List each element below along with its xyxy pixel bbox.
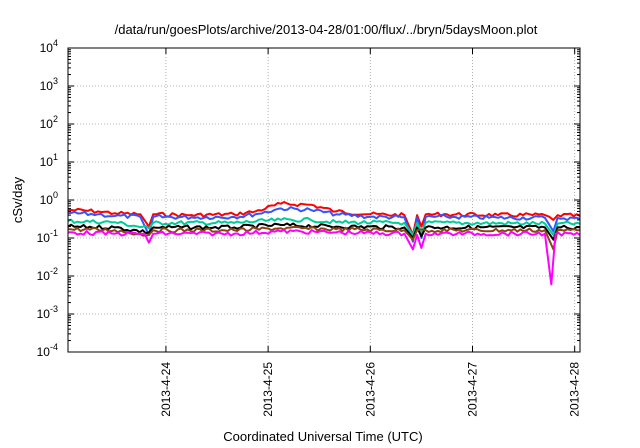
y-tick-label: 102 [40,114,58,131]
y-tick-label: 101 [40,152,58,169]
series-line-6 [67,228,581,286]
series-line-3 [67,216,581,236]
series-line-5 [67,225,580,251]
y-tick-label: 10-1 [37,228,58,245]
y-tick-label: 10-3 [37,304,58,321]
x-tick-label: 2013-4-24 [159,362,173,417]
x-tick-label: 2013-4-28 [568,362,582,417]
x-axis-label: Coordinated Universal Time (UTC) [223,429,422,444]
y-tick-label: 103 [40,76,58,93]
chart-title: /data/run/goesPlots/archive/2013-04-28/0… [115,22,538,37]
series-line-2 [67,206,581,243]
x-tick-label: 2013-4-27 [465,362,479,417]
x-tick-label: 2013-4-26 [363,362,377,417]
series-line-4 [67,222,581,241]
y-tick-label: 10-4 [37,342,58,359]
y-tick-label: 104 [40,38,58,55]
series-group [67,201,581,286]
series-line-1 [67,201,581,236]
y-axis-label: cSv/day [10,176,25,223]
y-tick-label: 10-2 [37,266,58,283]
grid [68,48,580,352]
x-tick-label: 2013-4-25 [261,362,275,417]
ticks: 10-4 10-3 10-2 10-1 100 101 102 103 104 2013-4-24… [37,38,582,417]
y-tick-label: 100 [40,190,58,207]
